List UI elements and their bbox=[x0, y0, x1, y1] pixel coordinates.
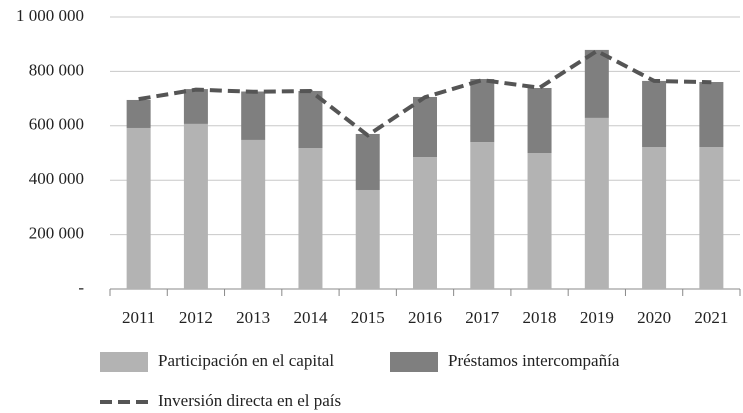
line-series bbox=[138, 48, 712, 138]
bar-segment bbox=[241, 91, 266, 140]
bar-segment bbox=[355, 189, 380, 289]
bar-segment bbox=[470, 79, 495, 143]
bar-segment bbox=[183, 123, 208, 290]
legend-swatch bbox=[100, 352, 148, 372]
x-tick-label: 2015 bbox=[351, 308, 385, 327]
legend-label: Préstamos intercompañía bbox=[448, 351, 620, 370]
bar-segment bbox=[413, 157, 437, 289]
bar-segment bbox=[413, 96, 437, 158]
x-tick-label: 2011 bbox=[122, 308, 155, 327]
legend-label: Participación en el capital bbox=[158, 351, 334, 370]
bar-segment bbox=[642, 147, 667, 289]
y-tick-label: 1 000 000 bbox=[16, 6, 84, 25]
bar-segment bbox=[183, 89, 208, 124]
x-tick-label: 2020 bbox=[637, 308, 671, 327]
x-tick-label: 2012 bbox=[179, 308, 213, 327]
x-tick-label: 2014 bbox=[293, 308, 328, 327]
bar-segment bbox=[699, 147, 724, 289]
bar-segment bbox=[527, 153, 552, 289]
x-tick-label: 2017 bbox=[465, 308, 500, 327]
y-tick-label: 400 000 bbox=[29, 169, 84, 188]
bar-segment bbox=[470, 142, 495, 289]
bar-segment bbox=[527, 87, 552, 153]
bar-segment bbox=[355, 133, 380, 190]
x-tick-label: 2019 bbox=[580, 308, 614, 327]
bar-segment bbox=[298, 148, 323, 289]
bar-segment bbox=[126, 99, 151, 128]
y-tick-label: 600 000 bbox=[29, 115, 84, 134]
bar-segment bbox=[126, 127, 151, 289]
legend-label: Inversión directa en el país bbox=[158, 391, 341, 410]
bar-segment bbox=[642, 80, 667, 148]
bar-segment bbox=[699, 82, 724, 148]
y-tick-label: 200 000 bbox=[29, 224, 84, 243]
legend-swatch bbox=[390, 352, 438, 372]
bar-segment bbox=[584, 49, 609, 118]
x-tick-label: 2013 bbox=[236, 308, 270, 327]
x-tick-label: 2021 bbox=[694, 308, 728, 327]
bar-segment bbox=[241, 139, 266, 289]
bar-segment bbox=[584, 117, 609, 289]
y-tick-label: 800 000 bbox=[29, 60, 84, 79]
y-tick-label: - bbox=[78, 278, 84, 297]
x-tick-label: 2016 bbox=[408, 308, 442, 327]
bar-segment bbox=[298, 90, 323, 149]
x-tick-label: 2018 bbox=[523, 308, 557, 327]
